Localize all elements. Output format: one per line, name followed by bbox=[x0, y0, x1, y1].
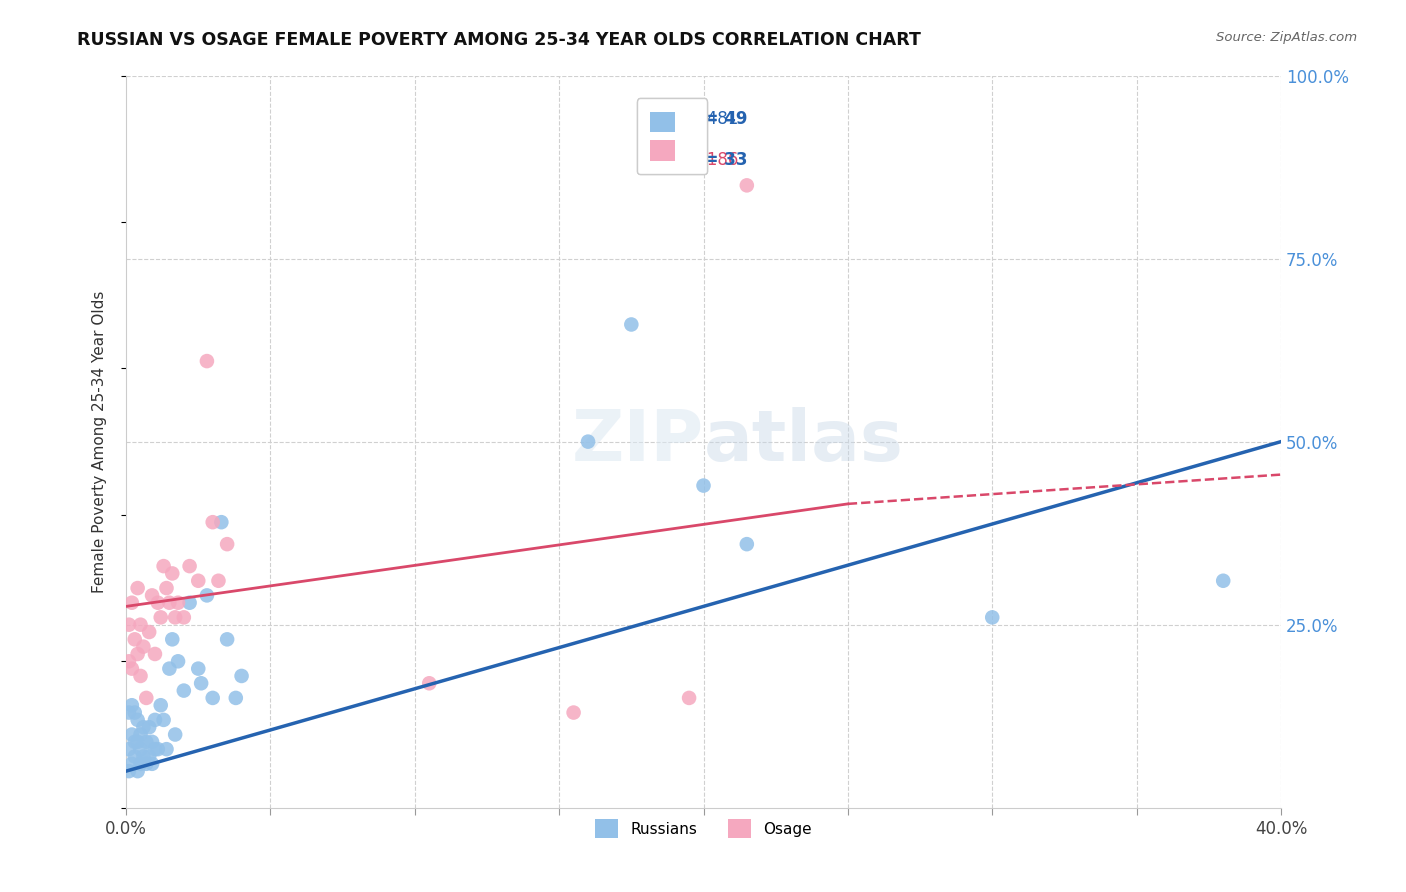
Point bbox=[735, 537, 758, 551]
Point bbox=[231, 669, 253, 683]
Point bbox=[141, 735, 163, 749]
Point bbox=[620, 318, 643, 332]
Point bbox=[225, 690, 247, 705]
Point bbox=[173, 683, 195, 698]
Point bbox=[127, 581, 149, 595]
Point bbox=[129, 617, 152, 632]
Point bbox=[187, 662, 209, 676]
Text: N = 33: N = 33 bbox=[685, 151, 748, 169]
Point bbox=[121, 698, 143, 713]
Point bbox=[121, 596, 143, 610]
Y-axis label: Female Poverty Among 25-34 Year Olds: Female Poverty Among 25-34 Year Olds bbox=[93, 291, 107, 593]
Point bbox=[209, 515, 232, 529]
Text: Source: ZipAtlas.com: Source: ZipAtlas.com bbox=[1216, 31, 1357, 45]
Point bbox=[165, 727, 187, 741]
Point bbox=[129, 742, 152, 756]
Point bbox=[129, 756, 152, 771]
Point bbox=[141, 588, 163, 602]
Point bbox=[201, 515, 224, 529]
Point bbox=[152, 559, 174, 574]
Point bbox=[735, 178, 758, 193]
Point bbox=[135, 690, 157, 705]
Point bbox=[167, 654, 190, 668]
Point bbox=[155, 742, 177, 756]
Point bbox=[155, 581, 177, 595]
Point bbox=[138, 720, 160, 734]
Point bbox=[190, 676, 212, 690]
Point bbox=[132, 720, 155, 734]
Point bbox=[124, 749, 146, 764]
Point bbox=[118, 706, 141, 720]
Point bbox=[138, 749, 160, 764]
Point bbox=[418, 676, 440, 690]
Point bbox=[124, 632, 146, 647]
Point bbox=[195, 354, 218, 368]
Point bbox=[127, 647, 149, 661]
Point bbox=[167, 596, 190, 610]
Point bbox=[132, 640, 155, 654]
Legend: Russians, Osage: Russians, Osage bbox=[589, 814, 818, 844]
Point bbox=[118, 617, 141, 632]
Point bbox=[118, 654, 141, 668]
Point bbox=[143, 647, 166, 661]
Point bbox=[201, 690, 224, 705]
Point bbox=[678, 690, 700, 705]
Point bbox=[149, 698, 172, 713]
Point bbox=[217, 537, 239, 551]
Point bbox=[127, 764, 149, 779]
Point bbox=[135, 756, 157, 771]
Point bbox=[217, 632, 239, 647]
Point bbox=[121, 662, 143, 676]
Point bbox=[118, 764, 141, 779]
Point bbox=[138, 625, 160, 640]
Point bbox=[576, 434, 599, 449]
Text: RUSSIAN VS OSAGE FEMALE POVERTY AMONG 25-34 YEAR OLDS CORRELATION CHART: RUSSIAN VS OSAGE FEMALE POVERTY AMONG 25… bbox=[77, 31, 921, 49]
Point bbox=[132, 749, 155, 764]
Point bbox=[692, 478, 714, 492]
Point bbox=[562, 706, 585, 720]
Point bbox=[121, 756, 143, 771]
Point bbox=[124, 706, 146, 720]
Point bbox=[152, 713, 174, 727]
Point bbox=[129, 727, 152, 741]
Point bbox=[135, 735, 157, 749]
Point bbox=[127, 735, 149, 749]
Point bbox=[121, 727, 143, 741]
Text: N = 49: N = 49 bbox=[685, 111, 748, 128]
Point bbox=[127, 713, 149, 727]
Point bbox=[165, 610, 187, 624]
Point bbox=[173, 610, 195, 624]
Point bbox=[149, 610, 172, 624]
Point bbox=[207, 574, 229, 588]
Text: R = 0.186: R = 0.186 bbox=[655, 151, 738, 169]
Point bbox=[162, 566, 184, 581]
Point bbox=[141, 756, 163, 771]
Point bbox=[124, 735, 146, 749]
Point bbox=[143, 713, 166, 727]
Point bbox=[179, 596, 201, 610]
Point bbox=[118, 742, 141, 756]
Point bbox=[195, 588, 218, 602]
Point bbox=[129, 669, 152, 683]
Point bbox=[157, 662, 180, 676]
Text: ZIP: ZIP bbox=[571, 407, 703, 476]
Point bbox=[146, 596, 169, 610]
Point bbox=[981, 610, 1004, 624]
Point bbox=[157, 596, 180, 610]
Point bbox=[162, 632, 184, 647]
Text: atlas: atlas bbox=[703, 407, 904, 476]
Point bbox=[146, 742, 169, 756]
Point bbox=[187, 574, 209, 588]
Point bbox=[143, 742, 166, 756]
Point bbox=[1212, 574, 1234, 588]
Point bbox=[179, 559, 201, 574]
Text: R = 0.481: R = 0.481 bbox=[655, 111, 738, 128]
